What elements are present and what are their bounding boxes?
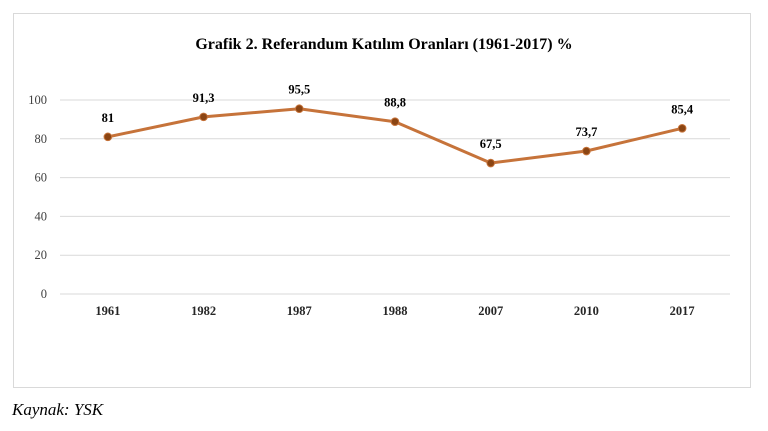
x-tick-label: 1987 bbox=[287, 304, 312, 318]
y-tick-label: 20 bbox=[35, 248, 48, 262]
grid-layer bbox=[60, 99, 730, 295]
y-tick-label: 100 bbox=[28, 93, 47, 107]
data-label: 95,5 bbox=[288, 83, 310, 97]
y-axis: 0 20 40 60 80 100 bbox=[28, 93, 47, 301]
y-tick-label: 40 bbox=[35, 209, 48, 223]
data-point bbox=[390, 117, 400, 127]
data-label: 67,5 bbox=[480, 137, 502, 151]
x-axis: 1961 1982 1987 1988 2007 2010 2017 bbox=[95, 304, 694, 318]
y-tick-label: 60 bbox=[35, 171, 48, 185]
data-point bbox=[294, 104, 304, 114]
series-layer bbox=[103, 104, 687, 168]
y-tick-label: 0 bbox=[41, 287, 47, 301]
data-point bbox=[103, 132, 113, 142]
data-point bbox=[677, 124, 687, 133]
data-label: 91,3 bbox=[193, 91, 215, 105]
data-point bbox=[582, 146, 591, 156]
data-label: 81 bbox=[102, 111, 115, 125]
data-label: 73,7 bbox=[575, 125, 597, 139]
data-point bbox=[486, 158, 496, 168]
data-point bbox=[199, 112, 208, 122]
chart-title: Grafik 2. Referandum Katılım Oranları (1… bbox=[195, 36, 572, 53]
source-note: Kaynak: YSK bbox=[12, 400, 104, 419]
x-tick-label: 2010 bbox=[574, 304, 599, 318]
y-tick-label: 80 bbox=[35, 132, 48, 146]
chart-frame bbox=[13, 13, 751, 388]
x-tick-label: 1988 bbox=[383, 304, 408, 318]
x-tick-label: 2017 bbox=[670, 304, 695, 318]
data-label: 88,8 bbox=[384, 96, 406, 110]
x-tick-label: 2007 bbox=[478, 304, 503, 318]
x-tick-label: 1961 bbox=[95, 304, 120, 318]
x-tick-label: 1982 bbox=[191, 304, 216, 318]
data-label-layer: 81 91,3 95,5 88,8 67,5 73,7 85,4 bbox=[102, 83, 694, 151]
data-label: 85,4 bbox=[671, 102, 694, 116]
